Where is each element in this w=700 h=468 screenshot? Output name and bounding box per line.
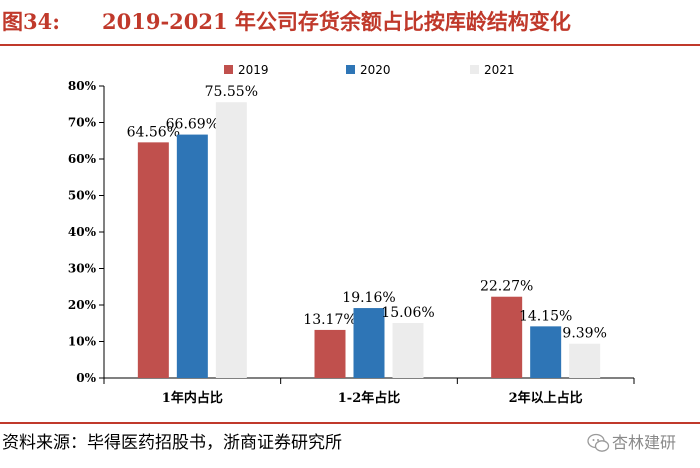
wechat-icon <box>587 433 610 452</box>
bar-2019 <box>137 142 169 378</box>
bar-2021 <box>215 102 247 379</box>
data-label: 14.15% <box>519 308 572 324</box>
legend-label: 2021 <box>484 63 515 77</box>
y-tick-label: 40% <box>68 225 97 239</box>
figure-label: 图34: <box>2 9 60 34</box>
bar-2021 <box>569 343 601 378</box>
x-category-label: 1-2年占比 <box>338 390 401 406</box>
y-tick-label: 70% <box>68 116 97 130</box>
bar-2019 <box>314 329 346 378</box>
data-label: 75.55% <box>205 84 258 100</box>
source-divider <box>0 422 700 424</box>
y-tick-label: 10% <box>68 335 97 349</box>
data-label: 64.56% <box>127 124 180 140</box>
source-note: 资料来源：毕得医药招股书，浙商证券研究所 <box>2 433 342 453</box>
y-tick-label: 60% <box>68 152 97 166</box>
legend-label: 2020 <box>360 63 391 77</box>
bar-2019 <box>491 296 523 378</box>
data-label: 9.39% <box>562 326 606 342</box>
x-category-label: 2年以上占比 <box>509 390 583 406</box>
figure-title: 图34: 2019-2021 年公司存货余额占比按库龄结构变化 <box>0 2 700 42</box>
figure-title-text: 2019-2021 年公司存货余额占比按库龄结构变化 <box>102 9 571 34</box>
y-tick-label: 80% <box>68 79 97 93</box>
title-divider <box>0 44 700 46</box>
legend-swatch-2019 <box>224 65 233 74</box>
legend-swatch-2021 <box>470 65 479 74</box>
data-label: 15.06% <box>381 305 434 321</box>
bar-2020 <box>176 134 208 378</box>
watermark-text: 杏林建研 <box>612 433 677 452</box>
x-category-label: 1年内占比 <box>162 390 223 406</box>
legend-label: 2019 <box>238 63 269 77</box>
bar-2020 <box>530 326 562 378</box>
data-label: 66.69% <box>166 117 219 133</box>
bar-chart: 0% 10% 20% 30% 40% 50% 60% 70% 80% 64.56%66.69% 75… <box>68 63 635 406</box>
y-tick-label: 30% <box>68 262 97 276</box>
legend-swatch-2020 <box>346 65 355 74</box>
data-label: 22.27% <box>480 279 533 295</box>
bar-2020 <box>353 308 385 378</box>
y-tick-label: 20% <box>68 298 97 312</box>
watermark: 杏林建研 <box>586 428 698 458</box>
bar-2021 <box>392 323 424 378</box>
y-tick-label: 0% <box>76 371 96 385</box>
y-tick-label: 50% <box>68 189 97 203</box>
data-label: 13.17% <box>303 312 356 328</box>
data-label: 19.16% <box>342 290 395 306</box>
